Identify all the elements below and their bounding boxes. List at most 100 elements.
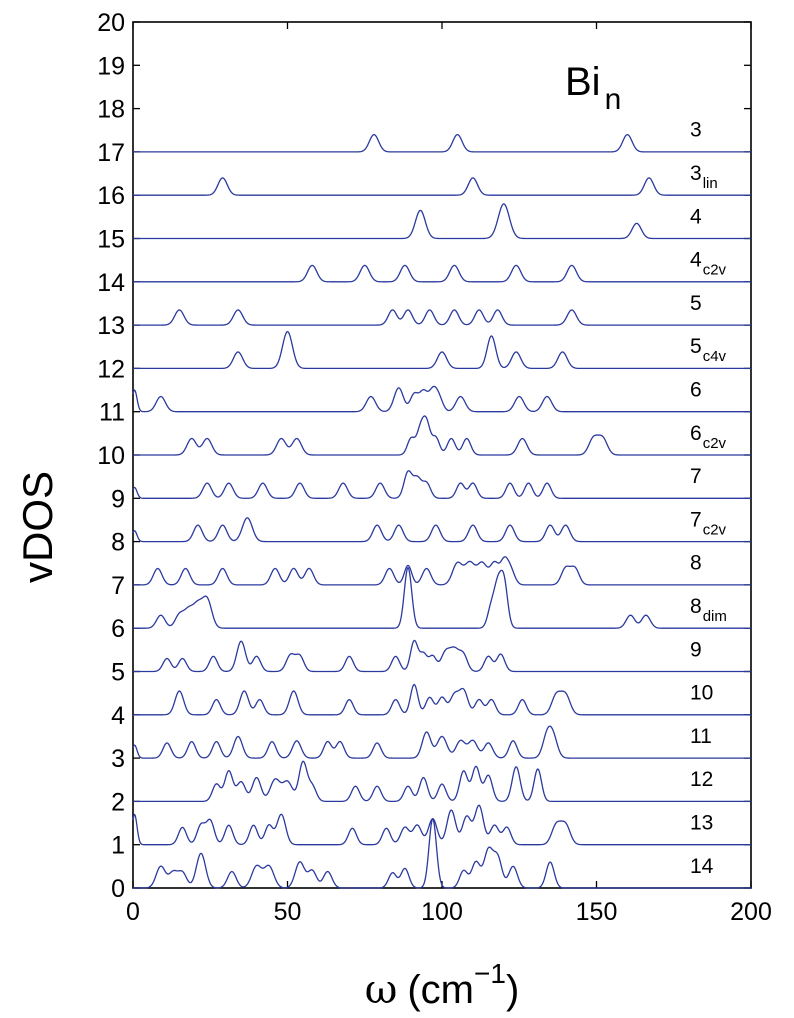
series-label-sub: c2v bbox=[703, 521, 727, 538]
series-label: 11 bbox=[690, 725, 712, 748]
series-line bbox=[132, 517, 751, 543]
series-label: 4 bbox=[690, 205, 702, 228]
series-label: 5c4v bbox=[690, 335, 727, 365]
series-label: 10 bbox=[690, 682, 713, 705]
series-label: 4c2v bbox=[690, 249, 727, 279]
series-label-main: 4 bbox=[690, 205, 702, 228]
y-tick-label: 15 bbox=[97, 226, 125, 254]
x-tick-labels: 0 50 100 150 200 bbox=[126, 898, 772, 926]
y-tick-label: 8 bbox=[111, 529, 125, 557]
y-tick-label: 17 bbox=[97, 139, 125, 167]
series-label-main: 5 bbox=[690, 292, 702, 315]
y-tick-label: 12 bbox=[97, 355, 125, 383]
series-label: 6 bbox=[690, 379, 702, 402]
x-tick-label: 50 bbox=[274, 898, 302, 926]
x-tick-label: 100 bbox=[421, 898, 463, 926]
y-tick-label: 0 bbox=[111, 875, 125, 903]
series-label: 8 bbox=[690, 552, 702, 575]
series-label-main: 7 bbox=[690, 465, 702, 488]
y-tick-label: 13 bbox=[97, 312, 125, 340]
series-label-main: 10 bbox=[690, 682, 713, 705]
series-line bbox=[133, 683, 751, 716]
y-tick-label: 20 bbox=[97, 9, 125, 37]
series-line bbox=[133, 203, 751, 240]
x-axis-title-symbol: ω bbox=[365, 967, 398, 1013]
series-label: 7 bbox=[690, 465, 702, 488]
y-tick-label: 18 bbox=[97, 96, 125, 124]
series-label: 3 bbox=[690, 119, 702, 142]
x-axis-title-close: ) bbox=[506, 968, 519, 1012]
series-label: 6c2v bbox=[690, 422, 727, 452]
y-tick-label: 19 bbox=[97, 52, 125, 80]
y-tick-label: 1 bbox=[111, 832, 125, 860]
series-label-main: 6 bbox=[690, 422, 702, 445]
series-label: 3lin bbox=[690, 162, 718, 192]
series-line bbox=[133, 639, 751, 673]
series-label-sub: c4v bbox=[703, 348, 727, 365]
x-tick-label: 200 bbox=[730, 898, 772, 926]
series-label-sub: lin bbox=[703, 175, 718, 192]
x-tick-label: 0 bbox=[126, 898, 140, 926]
series-line bbox=[133, 264, 751, 283]
chart-annotation-sub: n bbox=[605, 83, 622, 116]
series-label-main: 13 bbox=[690, 812, 713, 835]
series-line bbox=[133, 556, 751, 586]
series-label-sub: c2v bbox=[703, 435, 727, 452]
series-label-sub: dim bbox=[703, 608, 727, 625]
chart-annotation: Bi n bbox=[565, 60, 621, 116]
series-label-main: 4 bbox=[690, 249, 702, 272]
series-label-main: 12 bbox=[690, 768, 713, 791]
series-label: 5 bbox=[690, 292, 702, 315]
series-label: 14 bbox=[690, 855, 714, 878]
series-line bbox=[132, 725, 751, 759]
series-label-main: 6 bbox=[690, 379, 702, 402]
series-label-main: 11 bbox=[690, 725, 712, 748]
series-label: 13 bbox=[690, 812, 713, 835]
series-label-main: 9 bbox=[690, 638, 702, 661]
x-tick-label: 150 bbox=[576, 898, 618, 926]
series-line bbox=[133, 330, 751, 370]
series-line bbox=[132, 470, 751, 499]
series-line bbox=[133, 177, 751, 196]
series-labels: 33lin44c2v55c4v66c2v77c2v88dim9101112131… bbox=[690, 119, 727, 878]
y-tick-label: 14 bbox=[97, 269, 125, 297]
series-label: 8dim bbox=[690, 595, 727, 625]
series-line bbox=[133, 133, 751, 153]
y-tick-label: 5 bbox=[111, 659, 125, 687]
y-tick-label: 10 bbox=[97, 442, 125, 470]
y-axis-title: vDOS bbox=[14, 471, 61, 583]
series-label: 12 bbox=[690, 768, 713, 791]
series-label-main: 3 bbox=[690, 119, 702, 142]
series-line bbox=[133, 818, 751, 889]
y-tick-label: 16 bbox=[97, 182, 125, 210]
x-axis-title: ω (cm−1) bbox=[365, 958, 520, 1013]
y-tick-label: 7 bbox=[111, 572, 125, 600]
y-tick-label: 3 bbox=[111, 745, 125, 773]
y-tick-label: 9 bbox=[111, 485, 125, 513]
series-lines bbox=[132, 133, 751, 889]
series-label-main: 8 bbox=[690, 552, 702, 575]
series-line bbox=[132, 804, 751, 846]
series-label-main: 7 bbox=[690, 508, 702, 531]
series-line bbox=[133, 415, 751, 456]
x-axis-title-unit: (cm bbox=[407, 968, 474, 1012]
series-line bbox=[133, 760, 751, 803]
chart-annotation-main: Bi bbox=[565, 60, 601, 104]
series-label: 9 bbox=[690, 638, 702, 661]
y-tick-label: 6 bbox=[111, 615, 125, 643]
series-label-main: 8 bbox=[690, 595, 702, 618]
series-label: 7c2v bbox=[690, 508, 727, 538]
y-tick-label: 4 bbox=[111, 702, 125, 730]
series-label-main: 5 bbox=[690, 335, 702, 358]
y-tick-label: 11 bbox=[99, 399, 125, 427]
series-label-main: 14 bbox=[690, 855, 714, 878]
series-line bbox=[133, 566, 751, 629]
series-label-sub: c2v bbox=[703, 262, 727, 279]
series-line bbox=[132, 385, 751, 413]
y-tick-label: 2 bbox=[111, 788, 125, 816]
series-label-main: 3 bbox=[690, 162, 702, 185]
series-line bbox=[133, 309, 751, 326]
x-axis-title-exponent: −1 bbox=[474, 958, 506, 989]
